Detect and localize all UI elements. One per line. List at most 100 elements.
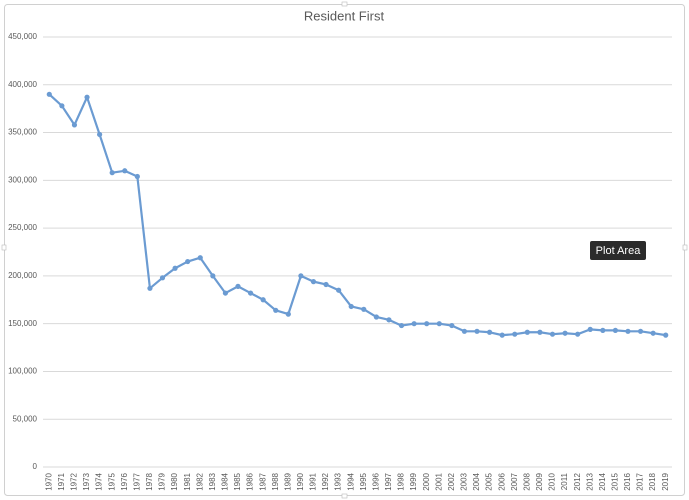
- data-point: [524, 329, 530, 335]
- y-tick-label: 400,000: [8, 80, 37, 89]
- x-tick-label: 2017: [636, 472, 645, 490]
- resize-handle[interactable]: [1, 244, 7, 251]
- data-point: [210, 273, 216, 279]
- plot-area[interactable]: 0 50,000 100,000 150,000 200,000 250,000 300,0…: [8, 32, 672, 491]
- data-point: [625, 328, 631, 334]
- x-tick-label: 1984: [221, 472, 230, 490]
- data-point: [411, 321, 417, 327]
- x-tick-label: 2016: [623, 472, 632, 490]
- x-tick-label: 1982: [195, 472, 204, 490]
- resize-handle[interactable]: [341, 1, 348, 7]
- y-tick-label: 150,000: [8, 319, 37, 328]
- chart-border: [4, 4, 685, 496]
- x-tick-label: 2006: [497, 472, 506, 490]
- y-tick-label: 100,000: [8, 367, 37, 376]
- data-point: [122, 168, 128, 174]
- data-point: [386, 317, 392, 323]
- x-tick-label: 1972: [70, 472, 79, 490]
- x-tick-label: 2000: [422, 472, 431, 490]
- x-tick-label: 1999: [409, 472, 418, 490]
- x-tick-label: 2012: [573, 472, 582, 490]
- data-point: [537, 329, 543, 335]
- x-tick-label: 2002: [447, 472, 456, 490]
- data-point: [147, 285, 153, 291]
- y-tick-label: 250,000: [8, 223, 37, 232]
- x-tick-label: 2001: [434, 472, 443, 490]
- x-tick-label: 1971: [57, 472, 66, 490]
- x-tick-label: 1996: [371, 472, 380, 490]
- data-point: [172, 265, 178, 271]
- x-tick-label: 2009: [535, 472, 544, 490]
- y-tick-label: 200,000: [8, 271, 37, 280]
- data-point: [436, 321, 442, 327]
- x-tick-label: 1989: [283, 472, 292, 490]
- x-tick-label: 1974: [95, 472, 104, 490]
- data-point: [612, 327, 618, 333]
- x-tick-label: 2010: [548, 472, 557, 490]
- data-point: [575, 331, 581, 337]
- data-point: [71, 122, 78, 128]
- x-tick-label: 1978: [145, 472, 154, 490]
- data-point: [461, 328, 468, 334]
- data-point: [336, 287, 342, 293]
- data-point: [549, 331, 556, 337]
- data-point: [84, 94, 90, 100]
- data-point: [247, 290, 254, 296]
- x-tick-label: 1983: [208, 472, 217, 490]
- x-tick-label: 1990: [296, 472, 305, 490]
- x-tick-label: 2018: [648, 472, 657, 490]
- data-point: [323, 281, 329, 288]
- x-tick-label: 2007: [510, 472, 519, 490]
- data-point: [398, 322, 405, 329]
- x-tick-label: 2015: [610, 472, 619, 490]
- data-point: [361, 306, 367, 312]
- data-point: [486, 329, 493, 335]
- x-tick-label: 2013: [585, 472, 594, 490]
- data-point: [348, 303, 354, 310]
- x-tick-label: 2003: [460, 472, 469, 490]
- y-tick-label: 0: [33, 462, 38, 471]
- x-tick-label: 1994: [346, 472, 355, 490]
- data-point: [185, 258, 191, 265]
- data-point: [512, 331, 518, 337]
- data-point: [273, 307, 279, 313]
- data-point: [197, 255, 203, 261]
- data-point: [449, 322, 455, 329]
- data-point: [424, 321, 430, 327]
- data-point: [600, 327, 606, 333]
- y-tick-label: 300,000: [8, 175, 37, 184]
- x-tick-label: 2004: [472, 472, 481, 490]
- data-point: [159, 275, 166, 281]
- data-point: [637, 328, 644, 334]
- tooltip-box: [590, 241, 646, 260]
- data-point: [97, 131, 103, 138]
- resize-handle[interactable]: [682, 244, 688, 251]
- x-tick-label: 2014: [598, 472, 607, 490]
- x-tick-label: 1987: [258, 472, 267, 490]
- x-tick-label: 1992: [321, 472, 330, 490]
- x-tick-label: 1991: [309, 472, 318, 490]
- resize-handle[interactable]: [341, 493, 348, 499]
- data-point: [260, 297, 266, 303]
- x-tick-label: 1976: [120, 472, 129, 490]
- data-point: [109, 170, 115, 176]
- x-tick-label: 1977: [132, 472, 141, 490]
- data-point: [285, 311, 291, 317]
- data-point: [59, 103, 65, 109]
- data-point: [235, 283, 241, 289]
- x-tick-label: 2011: [560, 472, 569, 490]
- y-tick-label: 50,000: [13, 414, 38, 423]
- x-tick-label: 1993: [334, 472, 343, 490]
- data-point: [373, 314, 379, 320]
- data-point: [663, 332, 669, 338]
- data-point: [650, 330, 656, 336]
- x-tick-label: 1975: [107, 472, 116, 490]
- y-tick-label: 350,000: [8, 128, 37, 137]
- x-tick-label: 1981: [183, 472, 192, 490]
- x-tick-label: 1970: [44, 472, 53, 490]
- x-tick-label: 1998: [397, 472, 406, 490]
- data-point: [222, 290, 229, 296]
- x-tick-label: 2008: [522, 472, 531, 490]
- data-point: [562, 330, 568, 336]
